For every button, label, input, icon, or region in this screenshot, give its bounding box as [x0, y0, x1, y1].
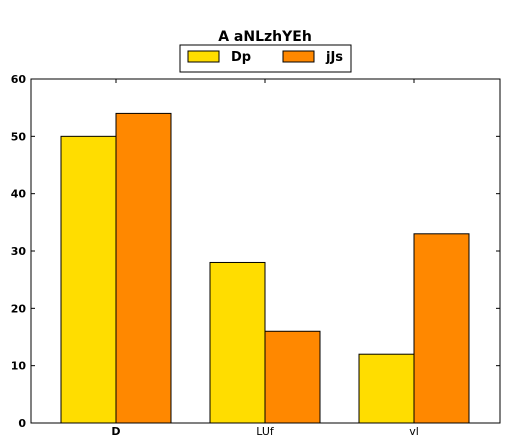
y-tick-label: 10 — [11, 360, 27, 373]
bar-Dp-D — [60, 135, 117, 424]
y-tick-label: 20 — [11, 302, 27, 315]
y-tick-label: 30 — [11, 245, 27, 258]
legend-swatch-Dp — [187, 50, 220, 63]
x-tick-label: LUf — [256, 425, 275, 438]
chart-title: A aNLzhYEh — [218, 29, 312, 45]
y-tick-label: 60 — [11, 73, 27, 86]
legend-label-jJs: jJs — [325, 50, 343, 65]
bar-jJs-vl — [413, 233, 470, 424]
bar-Dp-vl — [358, 353, 415, 424]
legend-label-Dp: Dp — [231, 50, 251, 65]
legend-swatch-jJs — [282, 50, 315, 63]
bar-jJs-D — [115, 112, 172, 424]
plot-area: 0 10 20 30 40 50 60 D LUf vl — [11, 73, 501, 438]
y-tick-label: 0 — [18, 417, 26, 430]
bar-jJs-LUf — [264, 330, 321, 424]
bar-Dp-LUf — [209, 261, 266, 424]
y-tick-label: 50 — [11, 130, 27, 143]
x-tick-label: D — [111, 425, 120, 438]
y-tick-label: 40 — [11, 188, 27, 201]
legend: Dp jJs — [179, 44, 352, 73]
x-tick-label: vl — [409, 425, 419, 438]
